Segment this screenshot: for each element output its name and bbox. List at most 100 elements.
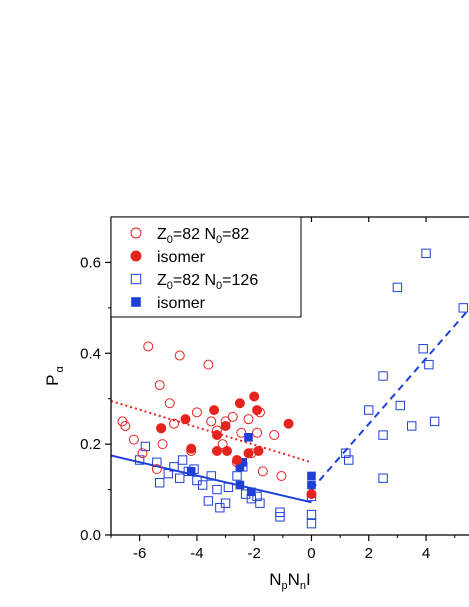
fit-line-dashed	[310, 308, 469, 491]
data-point-red-open	[151, 464, 162, 475]
data-point-blue-open	[154, 478, 165, 488]
data-point-blue-open	[395, 400, 405, 411]
data-point-blue-filled	[244, 433, 253, 442]
data-point-blue-open	[458, 303, 468, 313]
data-point-blue-open	[252, 491, 262, 502]
data-point-red-open	[203, 359, 214, 370]
data-point-blue-filled	[307, 480, 316, 490]
data-point-red-filled	[234, 398, 245, 409]
legend-label: isomer	[157, 249, 206, 266]
data-point-blue-open	[177, 455, 188, 465]
data-point-blue-open	[306, 509, 317, 520]
data-point-blue-open	[255, 498, 265, 508]
data-point-blue-filled	[235, 480, 245, 490]
data-point-blue-open	[212, 484, 222, 495]
data-point-blue-open	[197, 480, 208, 490]
legend-label-part: =82 N	[173, 226, 216, 243]
data-point-blue-filled	[307, 471, 316, 481]
legend-label: Z0=82 N0=82	[157, 226, 249, 246]
legend-marker-red-open	[130, 227, 142, 239]
data-point-red-filled	[243, 448, 254, 459]
data-point-red-open	[143, 341, 154, 352]
data-point-blue-open	[152, 457, 162, 468]
data-point-blue-open	[306, 518, 317, 529]
legend-label-subscript: 0	[216, 234, 222, 246]
data-point-blue-open	[134, 455, 145, 465]
data-point-blue-open	[203, 496, 214, 506]
legend-label-part: isomer	[157, 295, 206, 312]
data-point-red-open	[157, 439, 168, 450]
x-axis-label: NpNnI	[269, 570, 311, 592]
data-point-red-open	[174, 350, 185, 361]
legend-label: Z0=82 N0=126	[157, 272, 258, 292]
legend-label-subscript: 0	[216, 280, 222, 292]
data-point-red-open	[236, 427, 247, 438]
data-point-blue-filled	[186, 467, 196, 476]
axis-labels: NpNnI Pα	[43, 366, 311, 592]
data-point-blue-open	[364, 405, 374, 415]
data-point-red-filled	[283, 418, 294, 429]
data-point-red-filled	[211, 430, 222, 441]
data-point-red-open	[252, 427, 263, 438]
data-point-red-filled	[249, 391, 260, 402]
data-point-red-open	[191, 407, 202, 418]
data-point-red-filled	[252, 405, 263, 416]
data-point-blue-open	[206, 471, 216, 481]
data-point-red-open	[120, 420, 131, 431]
data-point-red-filled	[186, 443, 197, 454]
legend-box	[110, 216, 302, 318]
data-point-blue-open	[344, 455, 354, 465]
x-tick-label: 2	[365, 545, 373, 562]
x-axis-label-part: I	[306, 570, 311, 589]
legend-label-subscript: 0	[167, 280, 173, 292]
data-point-blue-open	[275, 512, 285, 522]
data-point-blue-open	[163, 468, 173, 479]
data-point-red-filled	[220, 420, 231, 431]
data-point-red-filled	[209, 405, 220, 416]
legend-label-part: =82	[222, 226, 249, 243]
data-point-red-open	[243, 414, 254, 425]
y-tick-label: 0.2	[80, 436, 101, 453]
data-point-blue-open	[429, 416, 440, 427]
fit-lines	[111, 308, 469, 504]
y-axis-label: Pα	[43, 366, 66, 386]
legend-marker-red-filled	[130, 250, 142, 262]
x-tick-label: -4	[190, 545, 203, 562]
data-point-blue-filled	[247, 487, 256, 497]
data-point-blue-open	[378, 430, 388, 440]
legend-marker-blue-open	[130, 273, 142, 285]
data-point-red-open	[128, 434, 139, 445]
data-point-red-filled	[180, 414, 191, 425]
data-point-red-filled	[232, 455, 243, 466]
data-point-red-open	[154, 380, 165, 391]
data-point-red-open	[227, 411, 238, 422]
data-point-red-open	[169, 418, 180, 429]
y-tick-label: 0.4	[80, 345, 101, 362]
data-point-red-filled	[306, 489, 317, 500]
data-point-blue-open	[378, 473, 388, 483]
fit-line-solid	[111, 454, 312, 504]
legend: Z0=82 N0=82 isomer Z0=82 N0=126 isomer	[110, 216, 302, 318]
y-tick-label: 0.6	[80, 254, 101, 271]
legend-label: isomer	[157, 295, 206, 312]
data-point-blue-open	[169, 462, 179, 472]
x-axis-label-subscript: p	[282, 580, 288, 592]
x-tick-label: -2	[248, 545, 261, 562]
legend-marker-blue-filled	[131, 297, 141, 307]
y-axis-label-part: P	[43, 375, 62, 386]
data-point-red-filled	[156, 423, 167, 434]
data-point-blue-open	[378, 371, 388, 381]
x-tick-label: 0	[307, 545, 315, 562]
data-point-red-open	[137, 448, 148, 459]
data-points	[117, 248, 468, 529]
y-axis-label-subscript: α	[54, 366, 66, 373]
data-point-blue-open	[232, 471, 242, 481]
x-axis-label-part: N	[288, 570, 300, 589]
x-axis-label-subscript: n	[300, 580, 306, 592]
legend-label-subscript: 0	[167, 234, 173, 246]
data-point-blue-open	[392, 282, 403, 293]
x-tick-label: 4	[422, 545, 430, 562]
data-point-red-open	[164, 398, 175, 409]
data-point-red-open	[276, 470, 287, 481]
